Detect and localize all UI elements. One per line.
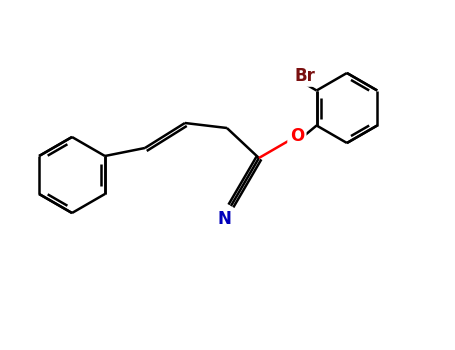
Text: O: O <box>290 127 304 145</box>
Text: Br: Br <box>294 67 315 85</box>
Text: N: N <box>218 210 232 228</box>
